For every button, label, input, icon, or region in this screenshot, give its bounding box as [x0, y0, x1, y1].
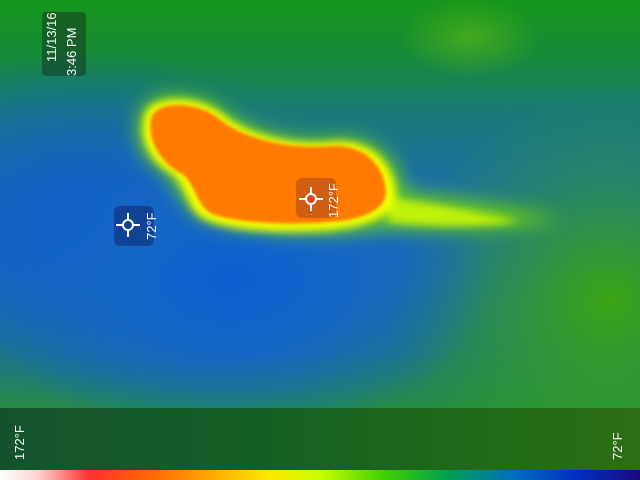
capture-time: 3:46 PM	[64, 27, 79, 76]
hot-spot-temperature: 172°F	[326, 183, 341, 218]
hot-spot-marker[interactable]	[296, 178, 336, 218]
crosshair-icon	[116, 213, 140, 237]
timestamp-badge	[42, 12, 86, 76]
cold-spot-marker[interactable]	[114, 206, 154, 246]
capture-date: 11/13/16	[44, 12, 59, 62]
cold-spot-temperature: 72°F	[144, 212, 159, 240]
color-scale-bar	[0, 470, 640, 480]
heat-core	[150, 104, 386, 224]
heat-signature	[136, 94, 560, 235]
scale-max-label: 172°F	[12, 425, 27, 460]
thermal-image-view	[0, 0, 640, 408]
bottom-band	[0, 408, 640, 470]
crosshair-icon	[299, 187, 323, 211]
scale-min-label: 72°F	[610, 432, 625, 460]
